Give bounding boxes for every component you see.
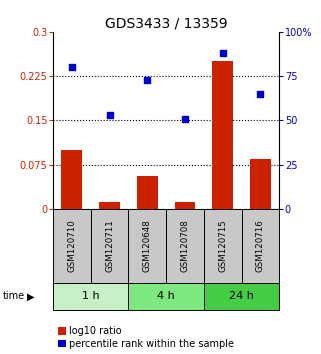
Text: GSM120716: GSM120716	[256, 219, 265, 273]
Text: GSM120648: GSM120648	[143, 219, 152, 273]
Text: GSM120708: GSM120708	[180, 219, 189, 273]
Point	[69, 64, 74, 70]
Bar	[61, 150, 82, 209]
FancyBboxPatch shape	[53, 209, 91, 283]
FancyBboxPatch shape	[204, 283, 279, 310]
FancyBboxPatch shape	[91, 209, 128, 283]
Text: ▶: ▶	[27, 291, 35, 302]
FancyBboxPatch shape	[204, 209, 241, 283]
Bar	[175, 202, 195, 209]
Title: GDS3433 / 13359: GDS3433 / 13359	[105, 17, 228, 31]
Bar	[99, 202, 120, 209]
Text: GSM120715: GSM120715	[218, 219, 227, 273]
Legend: log10 ratio, percentile rank within the sample: log10 ratio, percentile rank within the …	[58, 326, 235, 349]
FancyBboxPatch shape	[128, 283, 204, 310]
FancyBboxPatch shape	[166, 209, 204, 283]
Bar	[212, 61, 233, 209]
Point	[107, 112, 112, 118]
FancyBboxPatch shape	[241, 209, 279, 283]
Text: GSM120710: GSM120710	[67, 219, 76, 273]
Text: 4 h: 4 h	[157, 291, 175, 302]
Point	[145, 77, 150, 82]
Point	[182, 116, 187, 121]
Bar	[250, 159, 271, 209]
Text: GSM120711: GSM120711	[105, 219, 114, 273]
Text: 24 h: 24 h	[229, 291, 254, 302]
FancyBboxPatch shape	[53, 283, 128, 310]
Text: 1 h: 1 h	[82, 291, 100, 302]
FancyBboxPatch shape	[128, 209, 166, 283]
Text: time: time	[3, 291, 25, 302]
Bar	[137, 176, 158, 209]
Point	[220, 50, 225, 56]
Point	[258, 91, 263, 97]
